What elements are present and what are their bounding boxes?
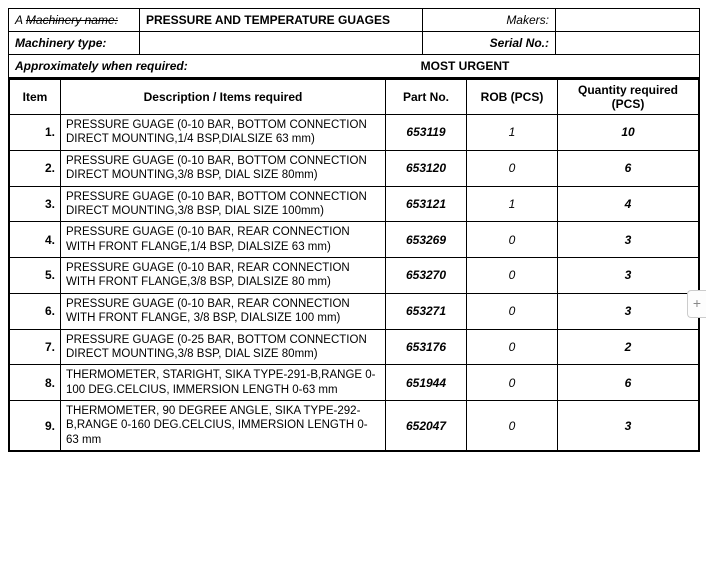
col-rob: ROB (PCS) bbox=[467, 80, 558, 115]
cell-qty: 2 bbox=[558, 329, 699, 365]
serial-no-value bbox=[556, 32, 699, 54]
cell-desc: PRESSURE GUAGE (0-10 BAR, BOTTOM CONNECT… bbox=[61, 186, 386, 222]
cell-desc: PRESSURE GUAGE (0-10 BAR, REAR CONNECTIO… bbox=[61, 258, 386, 294]
cell-part: 653269 bbox=[386, 222, 467, 258]
header-row-3: Approximately when required: MOST URGENT bbox=[9, 55, 699, 79]
cell-desc: PRESSURE GUAGE (0-25 BAR, BOTTOM CONNECT… bbox=[61, 329, 386, 365]
cell-item: 2. bbox=[10, 150, 61, 186]
cell-item: 6. bbox=[10, 293, 61, 329]
makers-value bbox=[556, 9, 699, 31]
cell-rob: 1 bbox=[467, 186, 558, 222]
cell-qty: 6 bbox=[558, 150, 699, 186]
cell-qty: 3 bbox=[558, 293, 699, 329]
cell-item: 5. bbox=[10, 258, 61, 294]
table-row: 7.PRESSURE GUAGE (0-25 BAR, BOTTOM CONNE… bbox=[10, 329, 699, 365]
approx-required-label: Approximately when required: bbox=[9, 55, 231, 77]
cell-rob: 0 bbox=[467, 401, 558, 451]
table-row: 6.PRESSURE GUAGE (0-10 BAR, REAR CONNECT… bbox=[10, 293, 699, 329]
cell-desc: PRESSURE GUAGE (0-10 BAR, BOTTOM CONNECT… bbox=[61, 150, 386, 186]
cell-item: 4. bbox=[10, 222, 61, 258]
cell-desc: PRESSURE GUAGE (0-10 BAR, REAR CONNECTIO… bbox=[61, 222, 386, 258]
cell-item: 8. bbox=[10, 365, 61, 401]
cell-part: 651944 bbox=[386, 365, 467, 401]
cell-item: 1. bbox=[10, 115, 61, 151]
cell-item: 7. bbox=[10, 329, 61, 365]
table-row: 4.PRESSURE GUAGE (0-10 BAR, REAR CONNECT… bbox=[10, 222, 699, 258]
machinery-type-label: Machinery type: bbox=[9, 32, 140, 54]
cell-part: 653119 bbox=[386, 115, 467, 151]
table-row: 3.PRESSURE GUAGE (0-10 BAR, BOTTOM CONNE… bbox=[10, 186, 699, 222]
items-table: Item Description / Items required Part N… bbox=[9, 79, 699, 451]
table-row: 5.PRESSURE GUAGE (0-10 BAR, REAR CONNECT… bbox=[10, 258, 699, 294]
machinery-name-struck: Machinery name: bbox=[26, 13, 118, 27]
cell-part: 653270 bbox=[386, 258, 467, 294]
cell-qty: 6 bbox=[558, 365, 699, 401]
requisition-sheet: A Machinery name: PRESSURE AND TEMPERATU… bbox=[8, 8, 700, 452]
expand-tab[interactable]: + bbox=[687, 290, 706, 318]
cell-item: 9. bbox=[10, 401, 61, 451]
cell-qty: 3 bbox=[558, 258, 699, 294]
serial-no-label: Serial No.: bbox=[423, 32, 556, 54]
approx-required-value: MOST URGENT bbox=[231, 55, 699, 77]
cell-desc: THERMOMETER, STARIGHT, SIKA TYPE-291-B,R… bbox=[61, 365, 386, 401]
cell-part: 652047 bbox=[386, 401, 467, 451]
header-row-1: A Machinery name: PRESSURE AND TEMPERATU… bbox=[9, 9, 699, 32]
col-qty: Quantity required (PCS) bbox=[558, 80, 699, 115]
cell-rob: 0 bbox=[467, 329, 558, 365]
cell-rob: 0 bbox=[467, 365, 558, 401]
cell-rob: 0 bbox=[467, 293, 558, 329]
cell-desc: PRESSURE GUAGE (0-10 BAR, REAR CONNECTIO… bbox=[61, 293, 386, 329]
plus-icon: + bbox=[693, 295, 701, 311]
machinery-name-prefix: A bbox=[15, 13, 26, 27]
col-item: Item bbox=[10, 80, 61, 115]
cell-item: 3. bbox=[10, 186, 61, 222]
col-part: Part No. bbox=[386, 80, 467, 115]
cell-qty: 4 bbox=[558, 186, 699, 222]
cell-part: 653176 bbox=[386, 329, 467, 365]
cell-rob: 1 bbox=[467, 115, 558, 151]
col-desc: Description / Items required bbox=[61, 80, 386, 115]
machinery-type-value bbox=[140, 32, 423, 54]
header-row-2: Machinery type: Serial No.: bbox=[9, 32, 699, 55]
table-header-row: Item Description / Items required Part N… bbox=[10, 80, 699, 115]
table-row: 8.THERMOMETER, STARIGHT, SIKA TYPE-291-B… bbox=[10, 365, 699, 401]
cell-desc: THERMOMETER, 90 DEGREE ANGLE, SIKA TYPE-… bbox=[61, 401, 386, 451]
cell-qty: 10 bbox=[558, 115, 699, 151]
makers-label: Makers: bbox=[423, 9, 556, 31]
cell-desc: PRESSURE GUAGE (0-10 BAR, BOTTOM CONNECT… bbox=[61, 115, 386, 151]
table-row: 2.PRESSURE GUAGE (0-10 BAR, BOTTOM CONNE… bbox=[10, 150, 699, 186]
table-row: 9.THERMOMETER, 90 DEGREE ANGLE, SIKA TYP… bbox=[10, 401, 699, 451]
cell-rob: 0 bbox=[467, 150, 558, 186]
cell-part: 653120 bbox=[386, 150, 467, 186]
machinery-name-value: PRESSURE AND TEMPERATURE GUAGES bbox=[140, 9, 423, 31]
cell-qty: 3 bbox=[558, 401, 699, 451]
machinery-name-label: A Machinery name: bbox=[9, 9, 140, 31]
cell-rob: 0 bbox=[467, 258, 558, 294]
cell-part: 653271 bbox=[386, 293, 467, 329]
cell-rob: 0 bbox=[467, 222, 558, 258]
table-row: 1.PRESSURE GUAGE (0-10 BAR, BOTTOM CONNE… bbox=[10, 115, 699, 151]
cell-qty: 3 bbox=[558, 222, 699, 258]
cell-part: 653121 bbox=[386, 186, 467, 222]
